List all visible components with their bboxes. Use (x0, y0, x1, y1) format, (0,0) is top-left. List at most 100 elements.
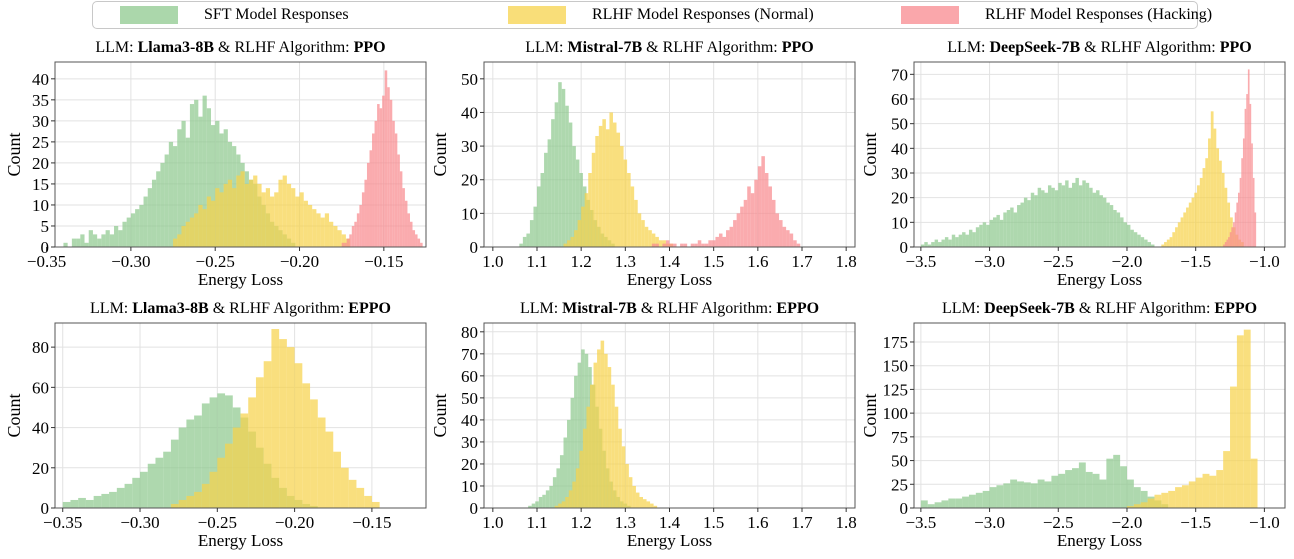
chart-title: LLM: Llama3-8B & RLHF Algorithm: PPO (95, 39, 385, 56)
bar-sft (1037, 479, 1045, 508)
x-tick-label: 1.4 (659, 252, 681, 271)
series-rlhf-normal (173, 171, 351, 247)
bar-rlhf-hacking (1224, 242, 1227, 247)
x-tick-label: −0.15 (352, 513, 391, 532)
bar-rlhf-normal (591, 152, 596, 247)
x-tick-label: 1.2 (571, 252, 592, 271)
y-tick-label: 25 (32, 133, 49, 152)
bar-rlhf-normal (209, 471, 218, 508)
bar-rlhf-hacking (669, 243, 674, 247)
bar-rlhf-normal (597, 349, 601, 508)
bar-rlhf-normal (1183, 212, 1187, 247)
bar-rlhf-normal (628, 477, 633, 508)
bar-rlhf-hacking (789, 233, 794, 247)
bar-rlhf-normal (364, 495, 372, 508)
title-model: Llama3-8B (132, 300, 209, 317)
bar-rlhf-hacking (793, 240, 797, 247)
x-tick-label: −0.15 (364, 252, 403, 271)
bar-sft (533, 206, 537, 247)
bar-sft (577, 362, 582, 508)
bar-rlhf-normal (1216, 148, 1220, 247)
bar-rlhf-normal (1133, 504, 1141, 508)
bar-rlhf-normal (282, 175, 287, 247)
bar-rlhf-hacking (786, 230, 790, 247)
bar-sft (1133, 232, 1138, 247)
bar-sft (927, 504, 935, 508)
bar-rlhf-hacking (701, 243, 705, 247)
bar-sft (920, 500, 928, 508)
bar-rlhf-normal (294, 363, 303, 508)
title-algorithm: EPPO (1214, 300, 1257, 317)
bar-rlhf-hacking (750, 193, 755, 247)
bar-sft (1065, 470, 1073, 508)
bar-rlhf-normal (590, 384, 594, 508)
bar-rlhf-normal (620, 146, 624, 247)
x-tick-label: 1.1 (526, 513, 547, 532)
bar-rlhf-hacking (420, 242, 423, 247)
bar-rlhf-hacking (747, 186, 751, 247)
bar-sft (185, 137, 190, 247)
bar-rlhf-normal (602, 119, 606, 247)
bar-sft (71, 238, 77, 247)
bar-rlhf-normal (609, 112, 613, 247)
bar-sft (177, 129, 182, 247)
bar-rlhf-hacking (382, 95, 385, 248)
bar-rlhf-hacking (379, 108, 383, 247)
bar-sft (519, 243, 523, 247)
bar-rlhf-hacking (1238, 192, 1240, 247)
bar-rlhf-hacking (782, 226, 787, 247)
bar-sft (155, 457, 164, 508)
bar-sft (552, 477, 557, 508)
chart-eppo-llama3: −0.35 −0.30 −0.25 −0.20 −0.15 0 20 40 60 80 Energy… (4, 300, 427, 550)
bar-sft (931, 242, 935, 247)
bar-rlhf-normal (194, 213, 199, 247)
bar-sft (1144, 239, 1148, 247)
bar-sft (1133, 487, 1141, 508)
x-tick-label: 1.7 (791, 252, 813, 271)
bar-sft (164, 154, 169, 247)
bar-sft (80, 234, 85, 247)
bar-sft (206, 108, 211, 247)
y-tick-label: 60 (461, 367, 478, 386)
bar-sft (63, 242, 68, 247)
bar-rlhf-normal (632, 485, 636, 508)
bar-rlhf-hacking (407, 213, 410, 247)
x-tick-label: −1.5 (1180, 252, 1211, 271)
bar-sft (948, 498, 956, 508)
y-tick-label: 75 (891, 428, 908, 447)
bar-sft (944, 237, 949, 247)
bar-sft (1003, 212, 1007, 247)
bar-sft (132, 477, 141, 508)
x-tick-label: −2.5 (1043, 513, 1074, 532)
bar-rlhf-normal (215, 188, 220, 247)
bar-rlhf-normal (265, 188, 271, 247)
bar-rlhf-normal (637, 213, 642, 247)
bar-rlhf-normal (635, 492, 640, 508)
bar-sft (1068, 187, 1073, 247)
bar-rlhf-normal (563, 243, 568, 247)
bar-sft (972, 232, 976, 247)
bar-sft (109, 234, 115, 247)
bar-rlhf-normal (186, 495, 195, 508)
bar-sft (97, 238, 102, 247)
title-prefix: LLM: (942, 300, 984, 317)
x-tick-label: −2.0 (1112, 252, 1143, 271)
bar-rlhf-normal (317, 417, 326, 508)
y-tick-label: 80 (461, 323, 478, 342)
bar-sft (554, 102, 559, 247)
bar-sft (147, 188, 152, 247)
y-tick-label: 50 (461, 389, 478, 408)
bar-sft (1120, 466, 1127, 508)
bar-rlhf-normal (1216, 470, 1224, 508)
y-tick-label: 70 (461, 345, 478, 364)
x-tick-label: 1.6 (747, 513, 768, 532)
x-axis-label: Energy Loss (627, 270, 712, 289)
bar-rlhf-hacking (374, 120, 378, 247)
bar-rlhf-normal (356, 487, 365, 508)
bar-rlhf-normal (581, 206, 585, 247)
bar-rlhf-normal (1205, 158, 1209, 247)
bar-sft (1010, 207, 1014, 247)
bar-rlhf-normal (1250, 458, 1258, 508)
bar-rlhf-normal (1209, 475, 1217, 508)
bar-sft (570, 397, 575, 508)
